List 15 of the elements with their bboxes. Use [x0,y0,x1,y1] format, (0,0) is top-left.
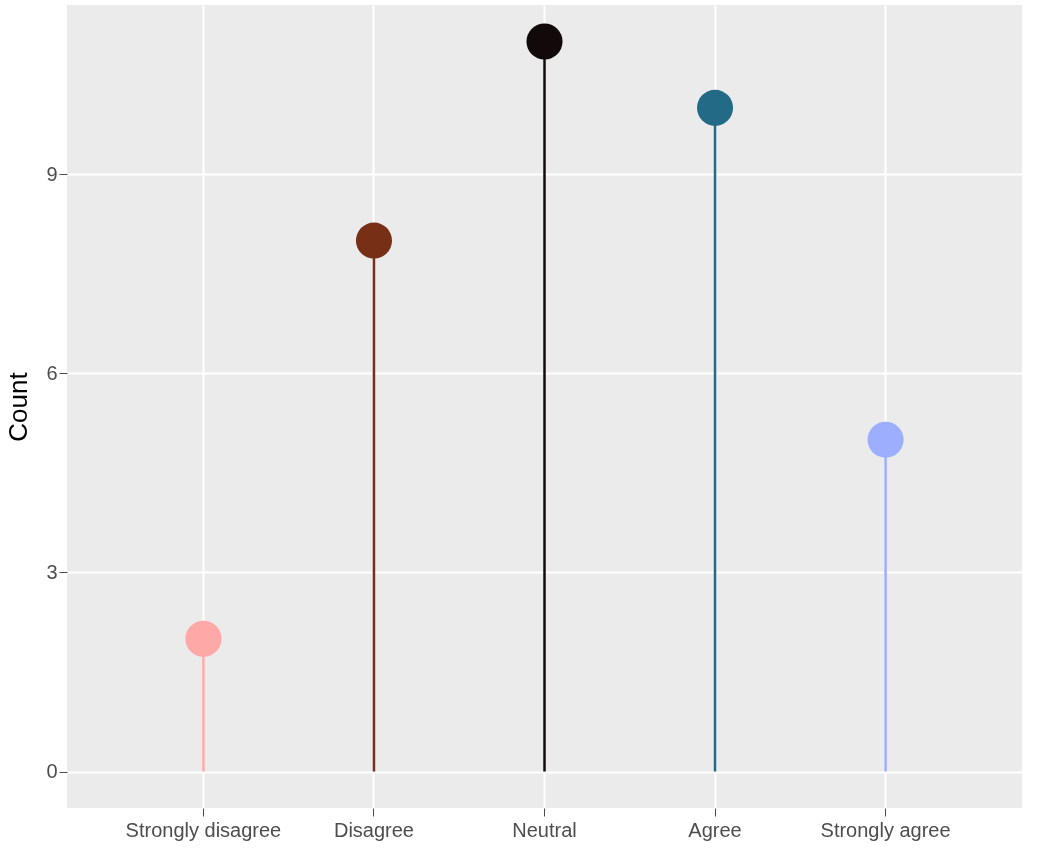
point [355,222,392,259]
y-tick-label: 3 [46,560,58,583]
x-tick-label: Strongly disagree [125,818,282,841]
point [185,620,222,657]
x-tick-label: Disagree [333,818,414,841]
y-tick-label: 9 [46,162,58,185]
point [526,23,563,60]
x-tick-label: Strongly agree [820,818,951,841]
x-tick-label: Agree [688,818,742,841]
point [867,421,904,458]
y-axis-title: Count [3,371,34,442]
x-tick-label: Neutral [512,818,577,841]
y-tick-label: 6 [46,361,58,384]
point [697,89,734,126]
y-tick-label: 0 [46,760,58,782]
